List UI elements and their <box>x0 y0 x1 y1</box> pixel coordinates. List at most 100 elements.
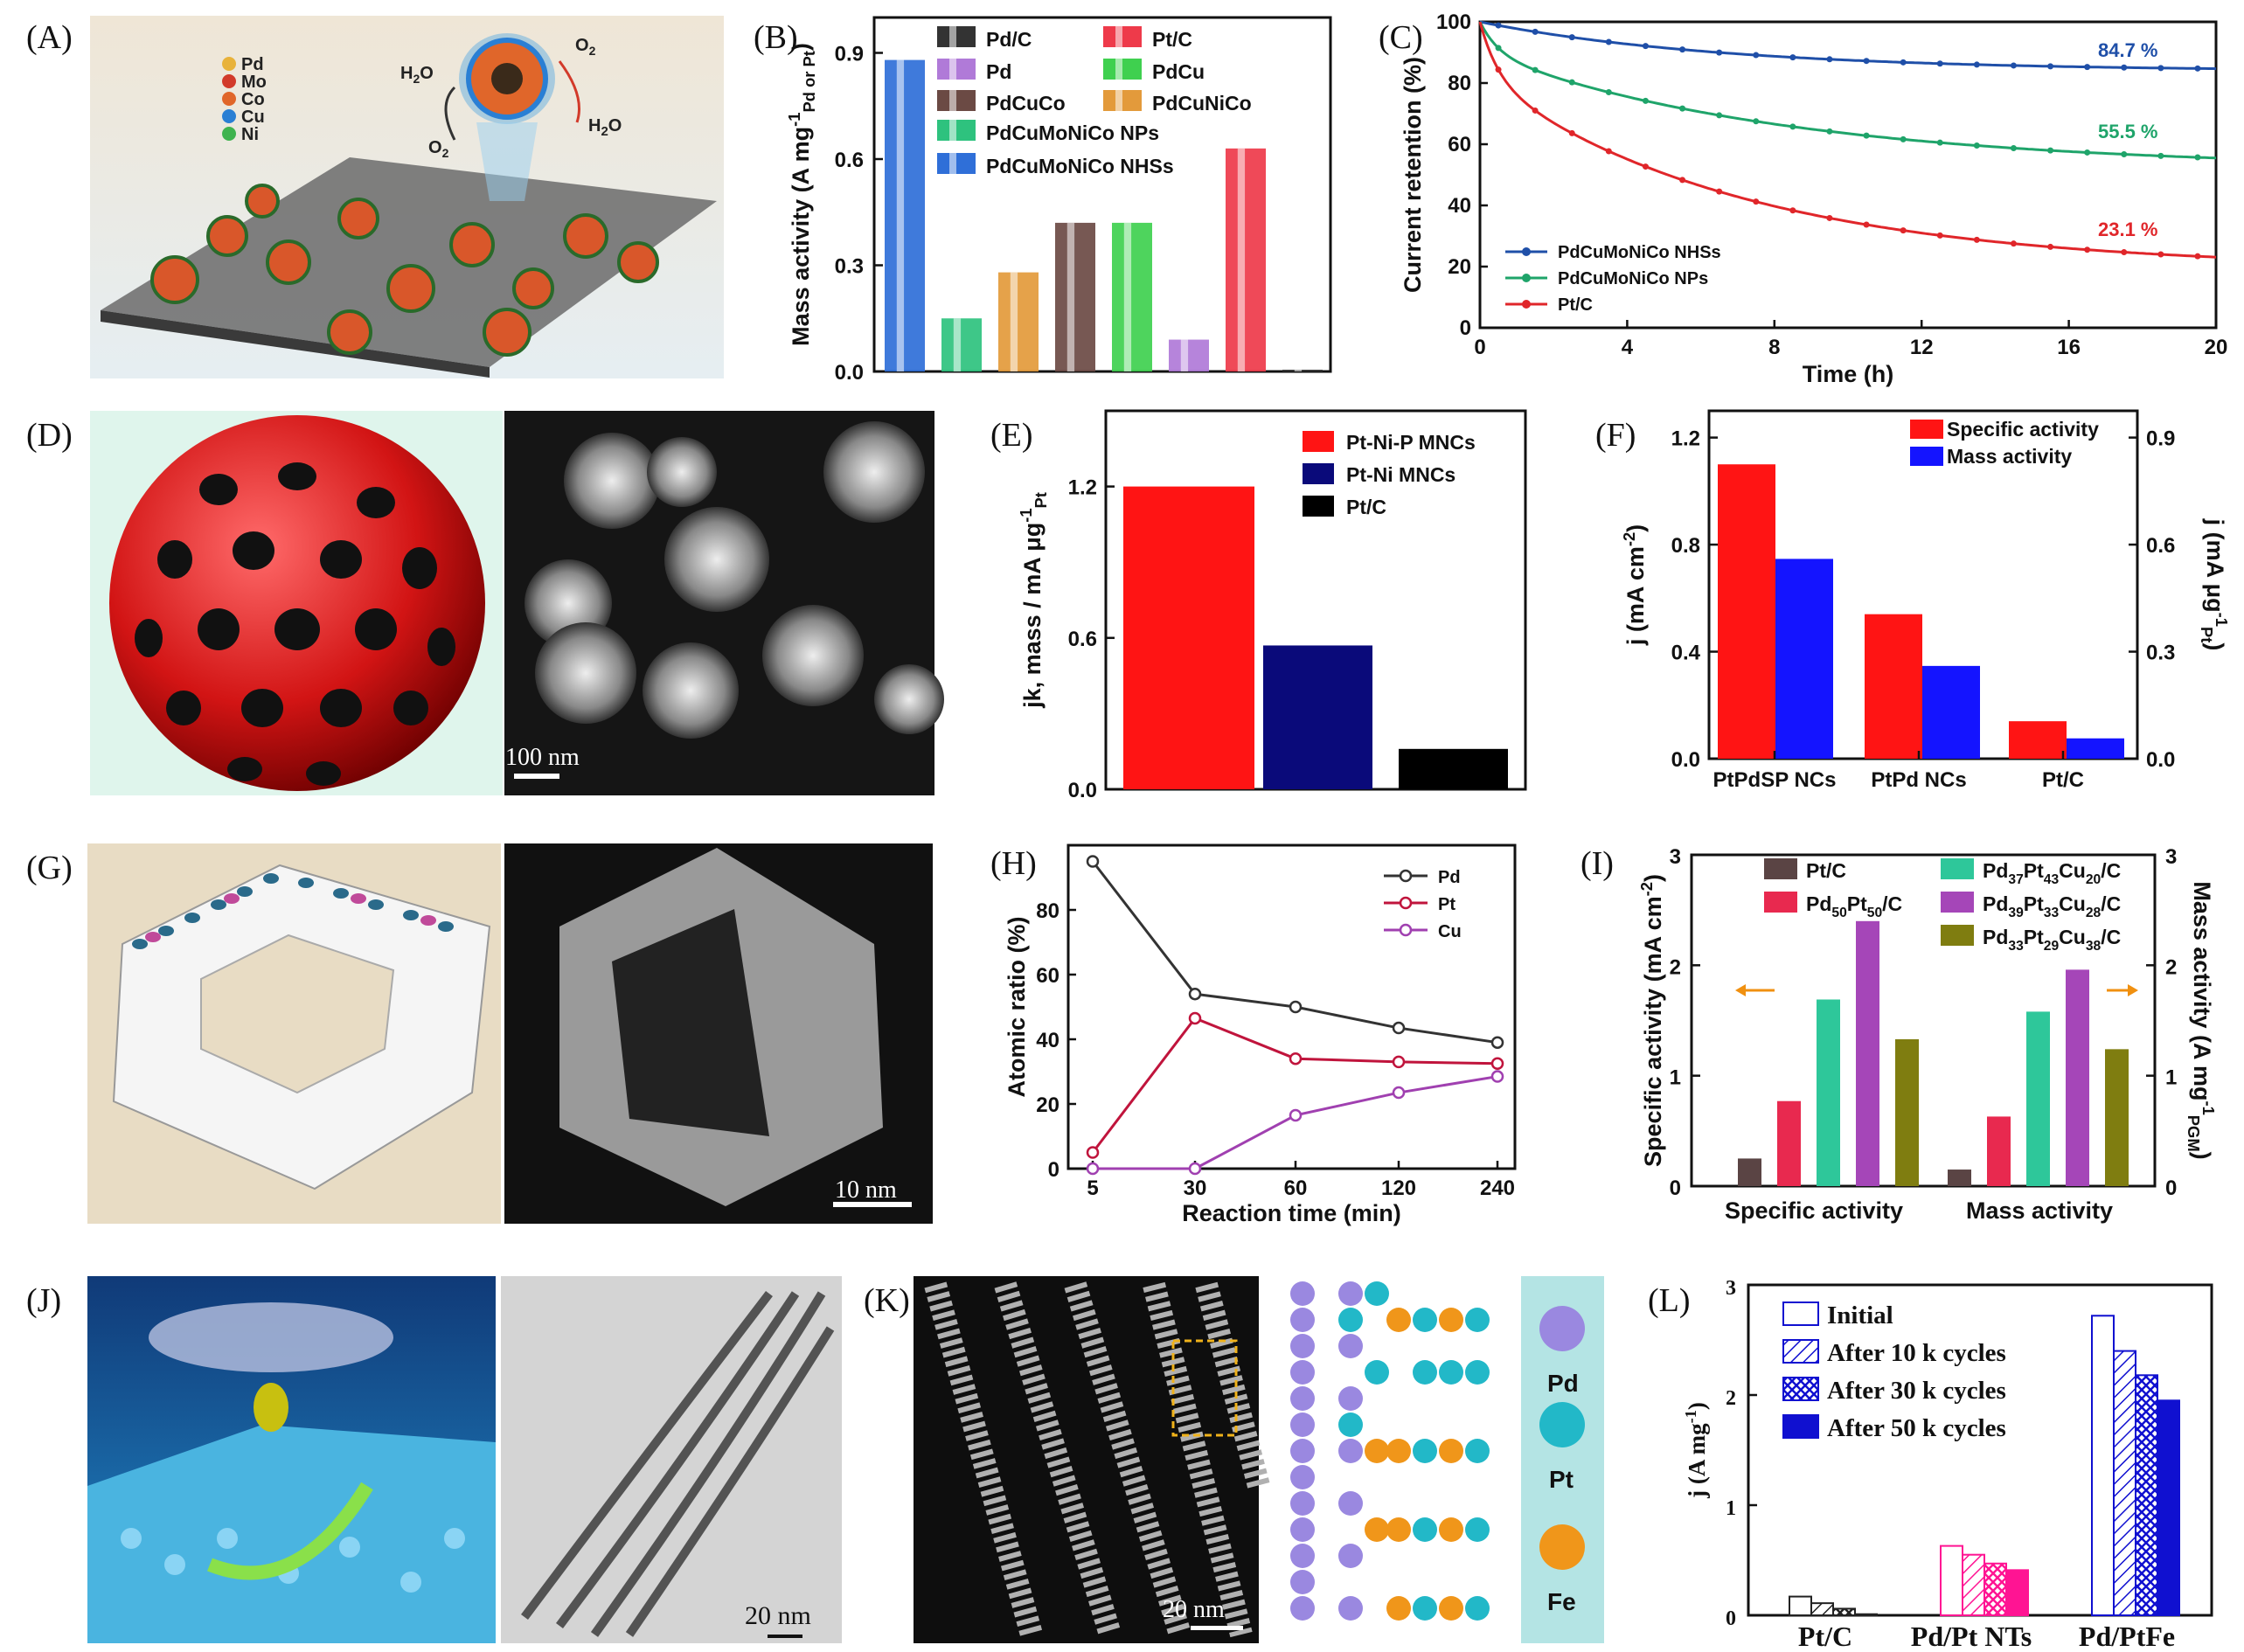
y2-tick-label: 0.0 <box>2146 748 2175 772</box>
panel-k-illustration: 20 nm Pd Pt Fe <box>914 1276 1604 1643</box>
bar-highlight <box>1180 339 1189 371</box>
series-line <box>1093 1075 1498 1170</box>
series-marker <box>1188 1162 1202 1176</box>
legend-swatch <box>1782 1377 1819 1401</box>
series-marker <box>1532 28 1539 35</box>
legend-label: Pt-Ni-P MNCs <box>1346 431 1476 454</box>
series-marker <box>1679 105 1686 112</box>
legend-swatch-highlight <box>949 153 956 174</box>
legend-label: PdCuMoNiCo NPs <box>1558 269 1708 288</box>
x-tick-label: 8 <box>1768 336 1780 359</box>
y-axis-label: Specific activity (mA cm-2) <box>1637 874 1666 1167</box>
series-marker <box>1826 214 1833 221</box>
series-marker <box>1605 89 1612 96</box>
arrow-right-head <box>2128 984 2138 996</box>
x-tick-label: 16 <box>2057 336 2081 359</box>
legend-swatch-highlight <box>949 120 956 141</box>
bar-highlight <box>1066 222 1075 371</box>
panel-k-scale: 20 nm <box>1163 1596 1225 1623</box>
x-tick-label: PtPd NCs <box>1871 768 1966 792</box>
legend-label: Mass activity <box>1947 445 2072 468</box>
series-marker <box>2121 249 2128 256</box>
legend-mo: Mo <box>241 73 267 92</box>
panel-e-label: (E) <box>990 417 1033 454</box>
bar <box>2005 1569 2029 1616</box>
y-tick-label: 3 <box>1726 1277 1736 1300</box>
legend-label: Pd39Pt33Cu28/C <box>1983 892 2121 920</box>
series-marker <box>1642 43 1649 50</box>
panel-j-label: (J) <box>26 1282 61 1319</box>
series-marker <box>1086 1162 1100 1176</box>
legend-label: PdCuMoNiCo NHSs <box>1558 243 1721 262</box>
x-tick-label: 4 <box>1622 336 1634 359</box>
legend-label: Pt <box>1438 895 1455 914</box>
series-marker <box>1289 1052 1303 1065</box>
y-tick-label: 0.3 <box>835 255 864 279</box>
series-marker <box>1490 1036 1504 1049</box>
series-marker <box>2194 65 2201 72</box>
panel-a-legend: Pd Mo Co Cu Ni <box>222 55 267 144</box>
legend-label: PdCuNiCo <box>1152 92 1252 115</box>
bar <box>1263 645 1372 789</box>
y2-axis-label: j (mA μg-1Pt) <box>2198 518 2231 651</box>
bar <box>1169 339 1209 371</box>
legend-swatch <box>1303 431 1334 452</box>
series-line <box>1091 860 1498 1045</box>
series-marker <box>1495 22 1502 29</box>
legend-marker <box>1522 274 1531 282</box>
series-annotation: 55.5 % <box>2098 121 2158 142</box>
panel-d-scale: 100 nm <box>505 744 580 771</box>
y2-tick-label: 2 <box>2165 955 2177 979</box>
bar <box>1962 1553 1985 1616</box>
legend-marker <box>1522 300 1531 309</box>
legend-label: Cu <box>1438 922 1462 941</box>
series-line <box>1479 20 2217 71</box>
x-tick-label: Mass activity <box>1966 1197 2113 1224</box>
legend-swatch-highlight <box>949 90 956 111</box>
y-tick-label: 0 <box>1670 1177 1681 1200</box>
series-marker <box>2194 253 2201 260</box>
legend-label: Pd <box>1438 868 1461 887</box>
legend-swatch-highlight <box>1115 59 1122 80</box>
y-tick-label: 20 <box>1036 1093 1059 1117</box>
panel-l-label: (L) <box>1648 1282 1691 1319</box>
panel-j-scale: 20 nm <box>745 1601 811 1630</box>
panel-g-illustration: 10 nm <box>87 843 933 1224</box>
legend-label: Specific activity <box>1947 418 2099 441</box>
bar <box>1865 614 1922 759</box>
series-marker <box>1188 987 1202 1001</box>
y-tick-label: 0 <box>1460 316 1471 340</box>
bar-highlight <box>896 59 905 371</box>
panel-d-label: (D) <box>26 417 73 454</box>
bar <box>1832 1607 1856 1616</box>
legend-swatch <box>1782 1414 1819 1439</box>
series-marker <box>2084 246 2091 253</box>
y2-tick-label: 0.9 <box>2146 427 2175 451</box>
series-marker <box>1490 1057 1504 1070</box>
series-marker <box>1973 142 1980 149</box>
bar <box>2067 738 2124 759</box>
series-marker <box>1936 139 1943 146</box>
legend-swatch-highlight <box>949 59 956 80</box>
series-marker <box>1086 1146 1100 1159</box>
y-tick-label: 40 <box>1448 194 1471 218</box>
series-marker <box>2047 147 2054 154</box>
bar <box>2091 1315 2115 1617</box>
series-line <box>1478 21 2217 160</box>
panel-k-label: (K) <box>864 1282 910 1319</box>
series-marker <box>1973 236 1980 243</box>
chart-l: (L) 0 1 2 3 j (A mg-1) Initial After 10 k cycle… <box>1648 1277 2213 1652</box>
x-axis-label: Time (h) <box>1803 361 1894 387</box>
legend-label: PdCuCo <box>986 92 1066 115</box>
panel-j-illustration: 20 nm <box>87 1276 842 1643</box>
panel-a-label: (A) <box>26 19 73 56</box>
series-marker <box>1392 1086 1406 1100</box>
y2-axis-label: Mass activity (A mg-1PGM) <box>2185 881 2218 1159</box>
series-marker <box>2157 65 2164 72</box>
series-marker <box>1900 227 1907 234</box>
series-marker <box>1289 1000 1303 1014</box>
bar <box>1856 920 1879 1186</box>
chart-b: (B) 0.0 0.3 0.6 0.9 Mass activity (A mg-1Pd o… <box>754 16 1332 385</box>
panel-a-o2-top: O2 <box>575 36 596 58</box>
y-tick-label: 0 <box>1726 1607 1736 1630</box>
